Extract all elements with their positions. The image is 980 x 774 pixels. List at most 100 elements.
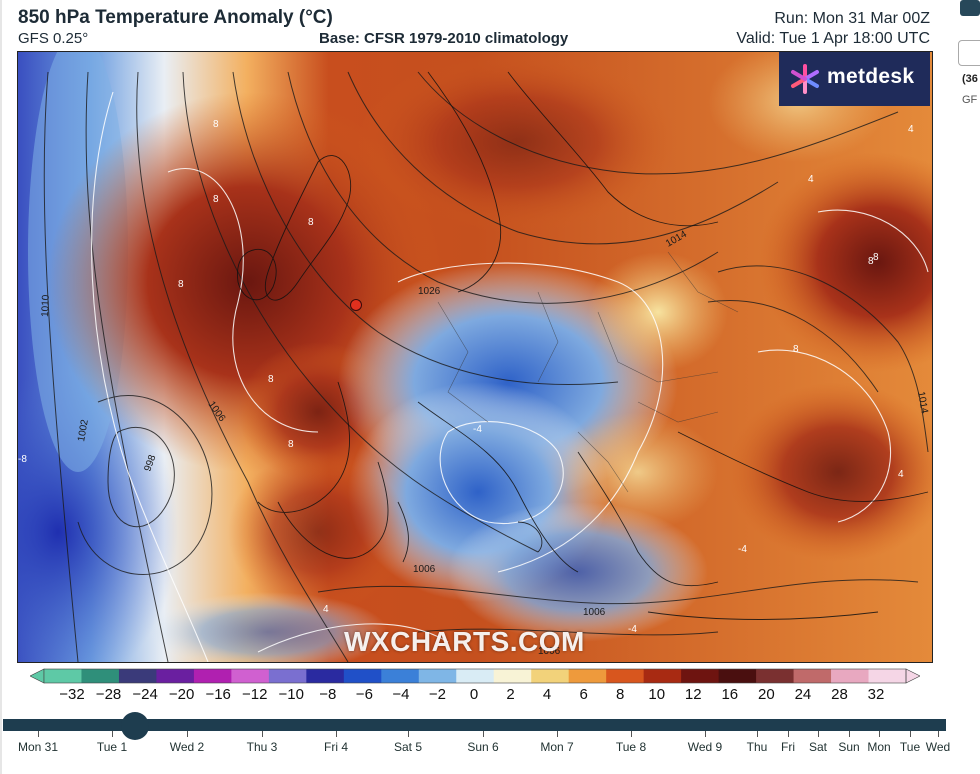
timeline-day-label[interactable]: Tue 8 [616, 740, 646, 754]
scale-swatch [306, 669, 344, 683]
timeline-day-label[interactable]: Wed 2 [170, 740, 204, 754]
timeline-day-label[interactable]: Mon 7 [540, 740, 573, 754]
timeline-day-label[interactable]: Sun [838, 740, 859, 754]
timeline-day-tick [788, 731, 789, 737]
timeline-day-tick [938, 731, 939, 737]
isobar-label: 1006 [413, 564, 436, 575]
timeline-day-label[interactable]: Fri [781, 740, 795, 754]
scale-tick-label: −4 [392, 686, 409, 703]
contour-label: -4 [738, 544, 747, 555]
scale-tick-label: −32 [59, 686, 84, 703]
scale-tick-label: −2 [429, 686, 446, 703]
timeline-day-label[interactable]: Wed 9 [688, 740, 722, 754]
scale-tick-label: −10 [279, 686, 304, 703]
isobar-label: 1026 [418, 286, 441, 297]
scale-swatch [231, 669, 269, 683]
scale-tick-label: 24 [795, 686, 812, 703]
metdesk-logo[interactable]: metdesk [779, 52, 930, 106]
scale-swatch [81, 669, 119, 683]
scale-swatch [494, 669, 532, 683]
scale-swatch [756, 669, 794, 683]
contour-label: 8 [793, 344, 799, 355]
scale-arrow-left [30, 669, 44, 683]
timeline-day-label[interactable]: Thu 3 [247, 740, 278, 754]
scale-swatch [44, 669, 82, 683]
contour-label: 4 [898, 469, 904, 480]
timeline-day-tick [112, 731, 113, 737]
timeline-day-tick [408, 731, 409, 737]
chart-title: 850 hPa Temperature Anomaly (°C) [18, 7, 333, 29]
scale-tick-label: −16 [205, 686, 230, 703]
scale-tick-label: 28 [831, 686, 848, 703]
model-label: GFS 0.25° [18, 30, 88, 47]
page-edge [0, 0, 2, 774]
scale-tick-label: 8 [616, 686, 624, 703]
scale-arrow-right [906, 669, 920, 683]
side-panel-toggle[interactable] [958, 40, 980, 66]
scale-tick-label: −28 [96, 686, 121, 703]
color-scale-bar [30, 668, 920, 686]
contour-label: 8 [213, 194, 219, 205]
location-marker[interactable] [351, 300, 362, 311]
contour-label: 8 [873, 252, 879, 263]
scale-tick-label: 12 [685, 686, 702, 703]
scale-swatch [194, 669, 232, 683]
scale-swatch [344, 669, 382, 683]
scale-swatch [156, 669, 194, 683]
timeline-day-tick [910, 731, 911, 737]
timeline-day-label[interactable]: Mon 31 [18, 740, 58, 754]
timeline-day-label[interactable]: Sat 5 [394, 740, 422, 754]
scale-swatch [794, 669, 832, 683]
wxcharts-watermark: WXCHARTS.COM [344, 626, 585, 658]
timeline-day-tick [483, 731, 484, 737]
scale-tick-label: −6 [356, 686, 373, 703]
timeline-day-label[interactable]: Thu [747, 740, 768, 754]
timeline-day-tick [187, 731, 188, 737]
scale-tick-label: 4 [543, 686, 551, 703]
scale-tick-label: −8 [319, 686, 336, 703]
scale-tick-label: −24 [132, 686, 157, 703]
scale-swatch [681, 669, 719, 683]
timeline-day-tick [849, 731, 850, 737]
map-canvas: 1010 1002 998 1006 1006 1006 1006 1026 1… [18, 52, 932, 662]
metdesk-logo-text: metdesk [827, 65, 914, 89]
contour-label: 8 [268, 374, 274, 385]
timeline-day-label[interactable]: Fri 4 [324, 740, 348, 754]
timeline-day-label[interactable]: Mon [867, 740, 890, 754]
base-label: Base: CFSR 1979-2010 climatology [319, 30, 568, 47]
isobar-label: 1006 [583, 607, 606, 618]
anomaly-map[interactable]: 1010 1002 998 1006 1006 1006 1006 1026 1… [17, 51, 933, 663]
contour-label: -4 [628, 624, 637, 635]
side-panel-button[interactable] [960, 0, 980, 16]
timeline-handle[interactable] [121, 712, 149, 740]
color-scale-labels: −32 −28 −24 −20 −16 −12 −10 −8 −6 −4 −2 0 2 4 6 8 10 12 16… [0, 686, 980, 706]
contour-label: 8 [213, 119, 219, 130]
timeline-day-tick [336, 731, 337, 737]
scale-swatch [419, 669, 457, 683]
contour-label: 4 [808, 174, 814, 185]
isobar-label: 1010 [40, 294, 52, 317]
scale-tick-label: −12 [242, 686, 267, 703]
scale-tick-label: 10 [648, 686, 665, 703]
timeline-day-label[interactable]: Wed [926, 740, 950, 754]
scale-tick-label: 32 [868, 686, 885, 703]
run-label: Run: Mon 31 Mar 00Z [774, 10, 930, 28]
timeline-day-label[interactable]: Tue 1 [97, 740, 127, 754]
side-panel-label: (36 [962, 73, 978, 85]
scale-swatch [456, 669, 494, 683]
timeline-day-label[interactable]: Sat [809, 740, 827, 754]
scale-swatch [644, 669, 682, 683]
valid-label: Valid: Tue 1 Apr 18:00 UTC [736, 30, 930, 48]
timeline-day-tick [38, 731, 39, 737]
timeline-day-label[interactable]: Tue [900, 740, 920, 754]
scale-tick-label: 16 [721, 686, 738, 703]
contour-label: -8 [18, 454, 27, 465]
scale-tick-label: 0 [470, 686, 478, 703]
timeline-day-tick [879, 731, 880, 737]
timeline-days: Mon 31 Tue 1 Wed 2 Thu 3 Fri 4 Sat 5 Sun 6 Mon … [0, 740, 980, 760]
scale-swatch [569, 669, 607, 683]
scale-swatch [869, 669, 907, 683]
scale-swatch [381, 669, 419, 683]
timeline-day-tick [262, 731, 263, 737]
timeline-day-label[interactable]: Sun 6 [467, 740, 498, 754]
